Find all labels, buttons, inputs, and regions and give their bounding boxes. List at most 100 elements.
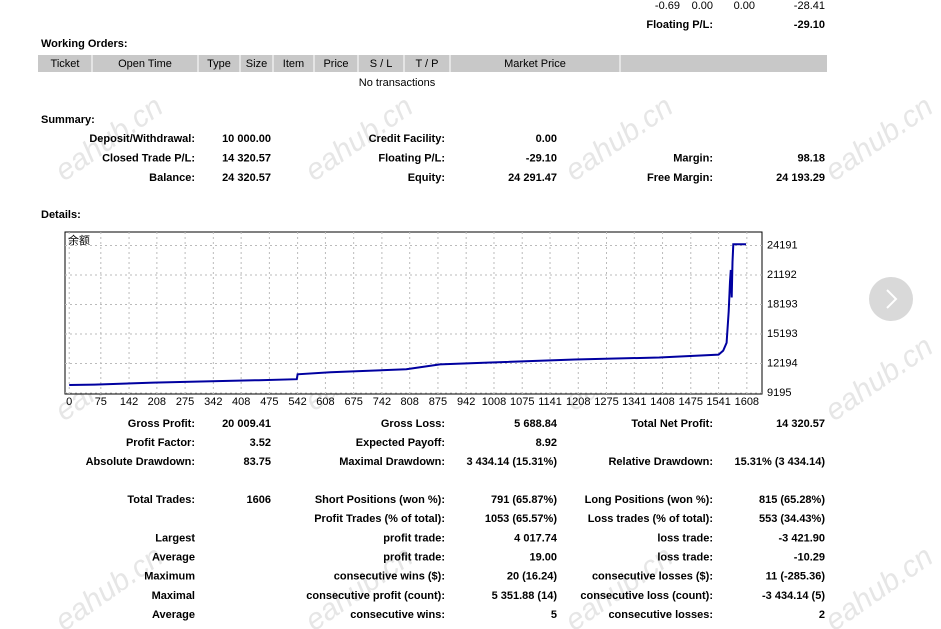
column-header: Item — [283, 58, 304, 70]
x-tick-label: 608 — [316, 396, 334, 408]
x-tick-label: 1408 — [650, 396, 674, 408]
stat-label: Profit Trades (% of total): — [314, 513, 445, 525]
stat-label: loss trade: — [657, 532, 713, 544]
value: 0.00 — [734, 0, 755, 12]
stat-label: Equity: — [408, 172, 445, 184]
stat-value: 19.00 — [529, 552, 557, 564]
stat-label: Balance: — [149, 172, 195, 184]
balance-line — [69, 243, 746, 386]
stat-label: Short Positions (won %): — [315, 494, 445, 506]
column-header: Type — [207, 58, 231, 70]
x-tick-label: 0 — [66, 396, 72, 408]
stat-label: Relative Drawdown: — [608, 456, 713, 468]
stat-value: 5 351.88 (14) — [492, 590, 558, 602]
stat-label: consecutive wins ($): — [334, 571, 445, 583]
column-header: S / L — [370, 58, 393, 70]
stat-value: 3.52 — [250, 437, 271, 449]
stat-value: 24 193.29 — [776, 172, 825, 184]
x-tick-label: 808 — [401, 396, 419, 408]
stat-label: consecutive losses ($): — [592, 571, 713, 583]
x-tick-label: 142 — [120, 396, 138, 408]
stat-label: profit trade: — [383, 552, 445, 564]
x-tick-label: 1608 — [735, 396, 759, 408]
value: -0.69 — [655, 0, 680, 12]
y-tick-label: 12194 — [767, 357, 798, 369]
stat-value: 3 434.14 (15.31%) — [466, 456, 557, 468]
x-tick-label: 875 — [429, 396, 447, 408]
stat-value: 2 — [819, 609, 825, 621]
stat-value: 20 (16.24) — [507, 571, 557, 583]
x-tick-label: 1008 — [482, 396, 506, 408]
stat-label: Long Positions (won %): — [585, 494, 713, 506]
stat-label: Maximum — [144, 571, 195, 583]
x-tick-label: 408 — [232, 396, 250, 408]
watermark: eahub.cn — [819, 540, 939, 629]
value: -29.10 — [794, 19, 825, 31]
stat-value: 14 320.57 — [222, 152, 271, 164]
stat-label: Gross Loss: — [381, 418, 445, 430]
column-header: T / P — [415, 58, 438, 70]
stat-value: 1053 (65.57%) — [485, 513, 557, 525]
x-tick-label: 742 — [373, 396, 391, 408]
watermark: eahub.cn — [819, 90, 939, 188]
stat-value: 791 (65.87%) — [491, 494, 557, 506]
stat-label: consecutive profit (count): — [306, 590, 445, 602]
x-tick-label: 75 — [95, 396, 107, 408]
stat-value: 24 291.47 — [508, 172, 557, 184]
stat-label: Free Margin: — [647, 172, 713, 184]
next-button[interactable] — [869, 277, 913, 321]
chevron — [886, 289, 898, 309]
y-tick-label: 15193 — [767, 328, 798, 340]
table-header — [38, 55, 827, 72]
stat-value: 11 (-285.36) — [766, 571, 826, 583]
column-header: Price — [323, 58, 348, 70]
stat-label: Average — [152, 552, 195, 564]
stat-value: 1606 — [247, 494, 271, 506]
stat-label: Credit Facility: — [369, 133, 445, 145]
chart-label: 余额 — [68, 233, 90, 247]
x-tick-label: 675 — [344, 396, 362, 408]
stat-value: 4 017.74 — [514, 532, 558, 544]
stat-value: -29.10 — [526, 152, 557, 164]
x-tick-label: 542 — [288, 396, 306, 408]
stat-label: Maximal — [152, 590, 195, 602]
stat-value: 10 000.00 — [222, 133, 271, 145]
x-tick-label: 475 — [260, 396, 278, 408]
stat-value: -10.29 — [794, 552, 825, 564]
stat-label: Loss trades (% of total): — [588, 513, 713, 525]
stat-label: profit trade: — [383, 532, 445, 544]
x-tick-label: 342 — [204, 396, 222, 408]
section-title: Working Orders: — [41, 38, 128, 50]
stat-label: Total Net Profit: — [631, 418, 713, 430]
stat-label: consecutive losses: — [608, 609, 713, 621]
stat-value: 20 009.41 — [222, 418, 271, 430]
column-header: Size — [246, 58, 267, 70]
stat-label: Largest — [155, 532, 195, 544]
stat-value: 24 320.57 — [222, 172, 271, 184]
empty-note: No transactions — [359, 77, 436, 89]
x-tick-label: 1075 — [510, 396, 534, 408]
x-tick-label: 1208 — [566, 396, 590, 408]
stat-label: consecutive wins: — [350, 609, 445, 621]
stat-value: 98.18 — [797, 152, 825, 164]
stat-value: 553 (34.43%) — [759, 513, 825, 525]
column-header: Market Price — [504, 58, 566, 70]
y-tick-label: 24191 — [767, 239, 798, 251]
x-tick-label: 1275 — [594, 396, 618, 408]
stat-value: 14 320.57 — [776, 418, 825, 430]
stat-label: Maximal Drawdown: — [339, 456, 445, 468]
stat-label: Average — [152, 609, 195, 621]
column-header: Open Time — [118, 58, 172, 70]
stat-label: Profit Factor: — [126, 437, 195, 449]
stat-value: 5 688.84 — [514, 418, 558, 430]
column-header: Ticket — [51, 58, 80, 70]
stat-label: Deposit/Withdrawal: — [89, 133, 195, 145]
x-tick-label: 1141 — [538, 396, 562, 408]
x-tick-label: 942 — [457, 396, 475, 408]
y-tick-label: 18193 — [767, 298, 798, 310]
y-tick-label: 9195 — [767, 387, 791, 399]
stat-value: 5 — [551, 609, 557, 621]
x-tick-label: 1541 — [706, 396, 730, 408]
stat-label: Closed Trade P/L: — [102, 152, 195, 164]
